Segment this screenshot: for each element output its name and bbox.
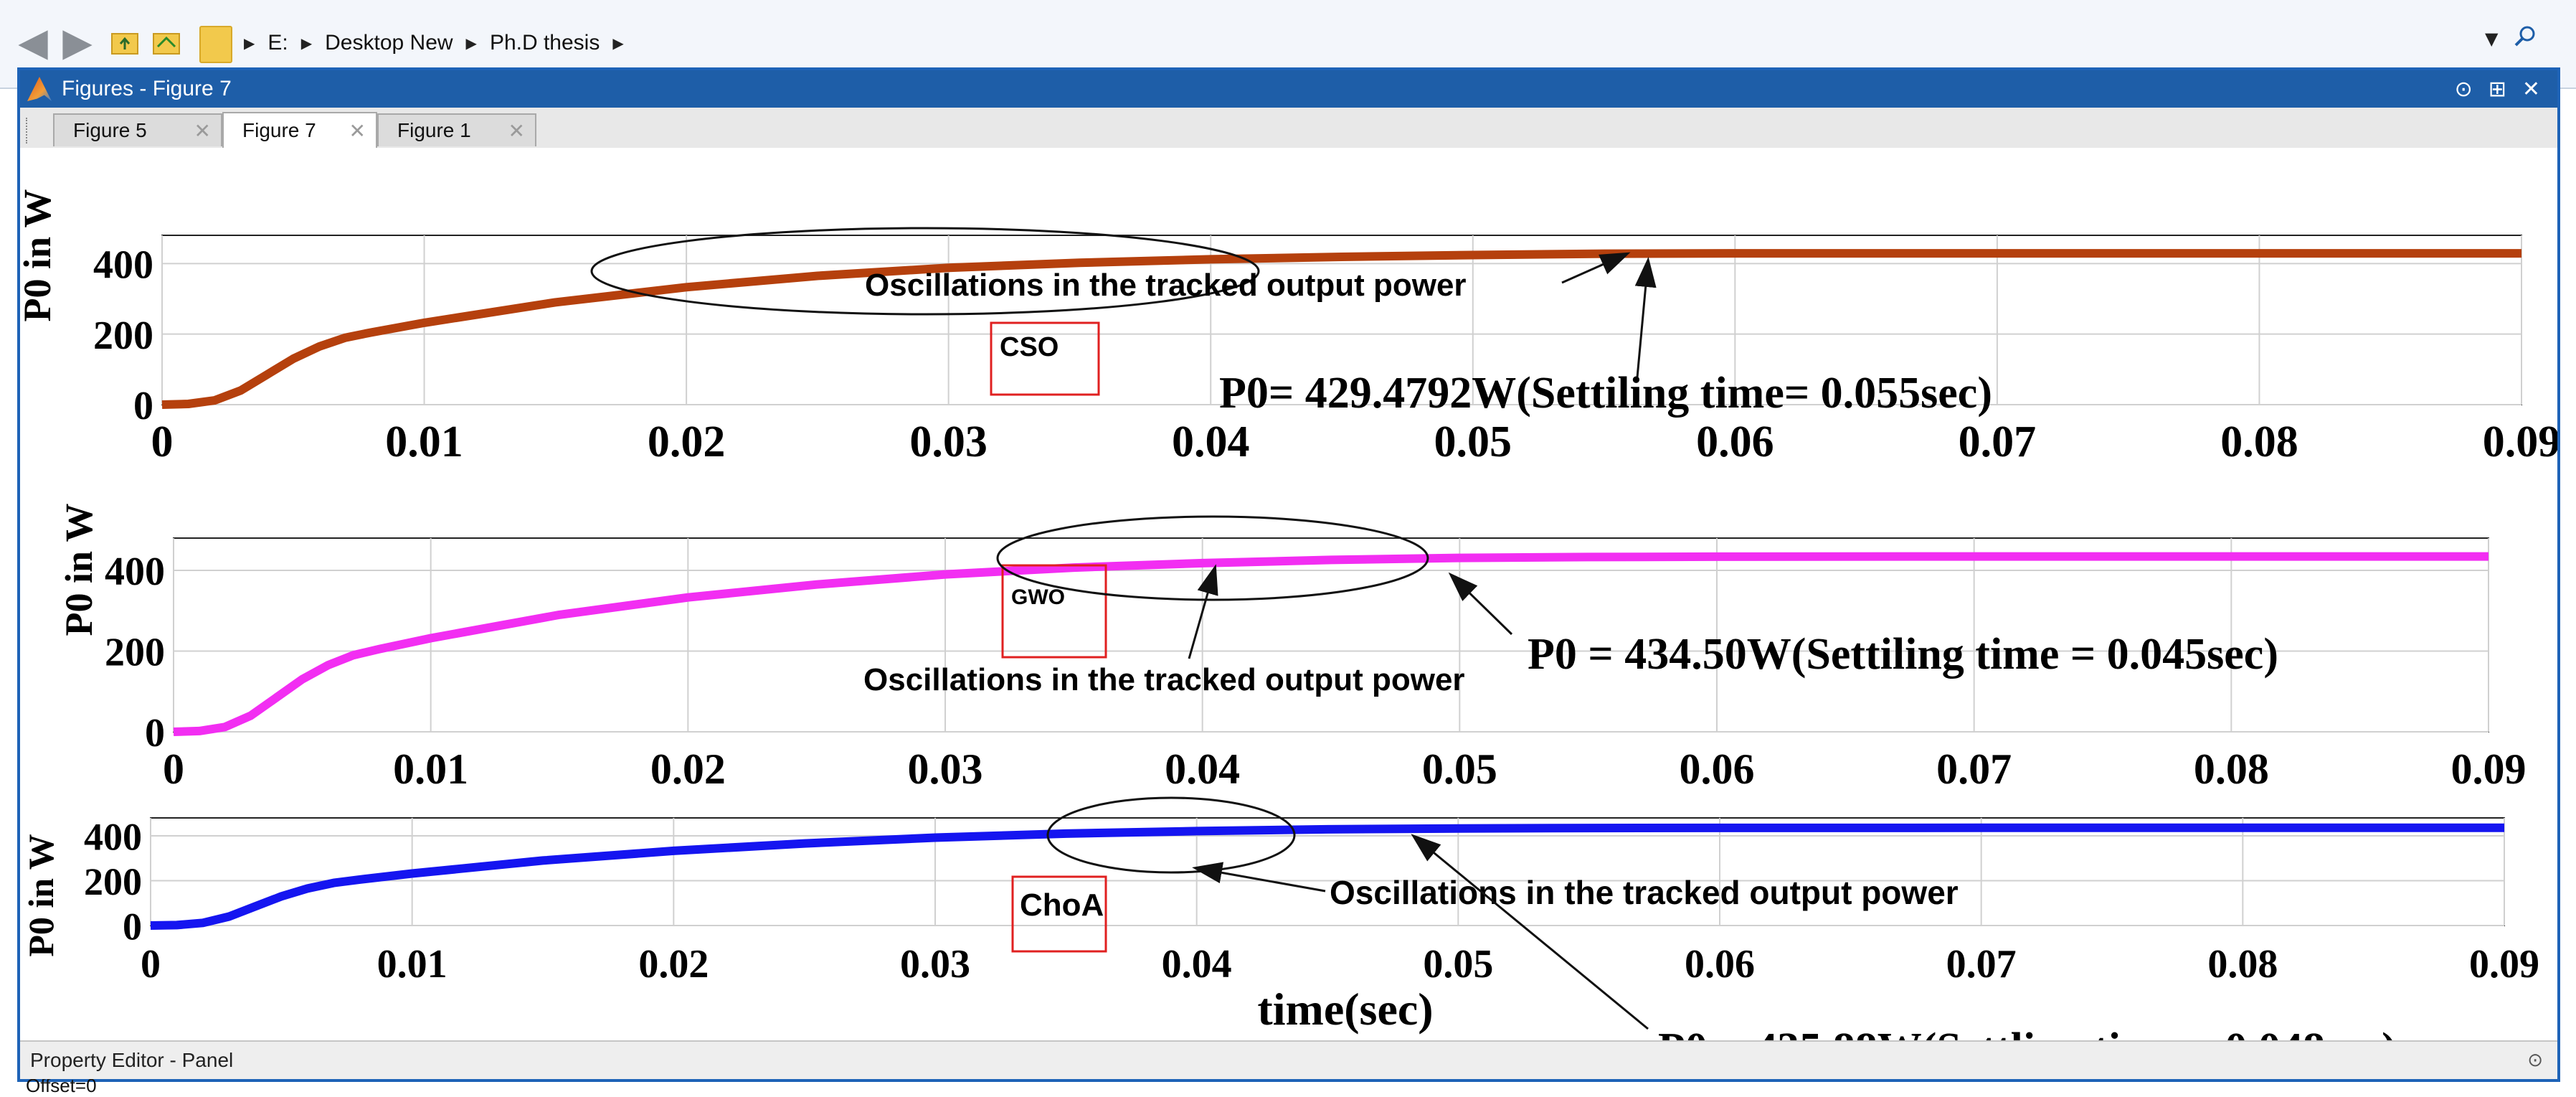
series-label-choa: ChoA (1020, 888, 1104, 923)
figure-tabs: Figure 5 ✕ Figure 7 ✕ Figure 1 ✕ (20, 108, 2557, 149)
close-tab-icon[interactable]: ✕ (508, 119, 525, 143)
close-tab-icon[interactable]: ✕ (349, 119, 366, 143)
y-axis-label: P0 in W (57, 503, 100, 636)
x-tick-label: 0.08 (2220, 418, 2298, 466)
tab-label: Figure 7 (242, 119, 316, 142)
tab-label: Figure 5 (73, 119, 147, 142)
x-tick-label: 0.04 (1172, 418, 1250, 466)
browse-folder-icon[interactable] (149, 20, 184, 63)
annotation-result: P0 = 434.50W(Settiling time = 0.045sec) (1528, 630, 2278, 679)
x-tick-label: 0.01 (393, 745, 468, 793)
tab-label: Figure 1 (397, 119, 471, 142)
y-axis-label: P0 in W (21, 834, 61, 956)
y-tick-label: 200 (105, 631, 165, 675)
x-tick-label: 0.05 (1434, 418, 1512, 466)
breadcrumb: ▶ E: ▶ Desktop New ▶ Ph.D thesis ▶ (244, 22, 624, 65)
up-folder-icon[interactable] (108, 20, 142, 63)
expand-panel-icon[interactable]: ⊙ (2527, 1050, 2543, 1071)
series-label-cso: CSO (1000, 332, 1059, 362)
breadcrumb-item-desktop[interactable]: Desktop New (325, 31, 453, 55)
y-axis-label: P0 in W (20, 189, 59, 321)
close-tab-icon[interactable]: ✕ (194, 119, 211, 143)
x-tick-label: 0.06 (1685, 942, 1755, 987)
status-text: Property Editor - Panel (30, 1049, 2527, 1072)
annotation-oscillation: Oscillations in the tracked output power (1330, 874, 1959, 911)
annotation-oscillation: Oscillations in the tracked output power (863, 662, 1465, 697)
x-tick-label: 0.07 (1936, 745, 2012, 793)
x-tick-label: 0.07 (1946, 942, 2017, 987)
chevron-right-icon: ▶ (301, 34, 312, 52)
y-tick-label: 0 (145, 711, 165, 755)
folder-icon (199, 26, 232, 63)
x-tick-label: 0.01 (385, 418, 463, 466)
tab-figure-7[interactable]: Figure 7 ✕ (222, 112, 377, 148)
x-tick-label: 0.01 (377, 942, 448, 987)
chevron-right-icon: ▶ (612, 34, 623, 52)
x-tick-label: 0.02 (650, 745, 726, 793)
annotation-oscillation: Oscillations in the tracked output power (865, 268, 1467, 303)
tab-grip-icon (26, 118, 32, 143)
breadcrumb-item-thesis[interactable]: Ph.D thesis (490, 31, 600, 55)
forward-arrow-icon[interactable]: ▶ (60, 20, 95, 63)
menu-icon[interactable]: ⊙ (2455, 77, 2473, 102)
y-tick-label: 200 (93, 314, 153, 358)
x-tick-label: 0 (151, 418, 174, 466)
annotation-result: P0= 429.4792W(Settiling time= 0.055sec) (1219, 369, 1992, 418)
x-axis-label: time(sec) (1257, 984, 1433, 1035)
y-tick-label: 200 (84, 860, 142, 903)
x-tick-label: 0.05 (1422, 745, 1497, 793)
y-tick-label: 400 (84, 815, 142, 858)
x-tick-label: 0.07 (1959, 418, 2037, 466)
back-arrow-icon[interactable]: ◀ (16, 20, 50, 63)
x-tick-label: 0.09 (2469, 942, 2539, 987)
x-tick-label: 0.06 (1696, 418, 1774, 466)
chevron-right-icon: ▶ (466, 34, 477, 52)
subplot-cso: 0 0.01 0.02 0.03 0.04 0.05 0.06 0.07 0.08 0.09 0 20… (20, 189, 2557, 466)
property-editor-bar[interactable]: Property Editor - Panel ⊙ (20, 1040, 2557, 1079)
x-tick-label: 0.04 (1165, 745, 1240, 793)
tab-figure-5[interactable]: Figure 5 ✕ (53, 113, 222, 146)
subplot-gwo: 0 0.01 0.02 0.03 0.04 0.05 0.06 0.07 0.08 0.09 0 20… (57, 503, 2527, 793)
x-tick-label: 0.09 (2483, 418, 2557, 466)
x-tick-label: 0.04 (1162, 942, 1232, 987)
x-tick-label: 0.02 (638, 942, 709, 987)
x-tick-label: 0.02 (648, 418, 726, 466)
y-tick-label: 0 (123, 905, 142, 948)
x-tick-label: 0.03 (909, 418, 988, 466)
dock-icon[interactable]: ⊞ (2489, 77, 2506, 102)
figures-window: Figures - Figure 7 ⊙ ⊞ ✕ Figure 5 ✕ Figu… (17, 67, 2560, 1082)
x-tick-label: 0.03 (908, 745, 983, 793)
y-tick-label: 400 (105, 550, 165, 594)
chevron-right-icon: ▶ (244, 34, 255, 52)
x-tick-label: 0.08 (2194, 745, 2269, 793)
window-title: Figures - Figure 7 (62, 77, 2455, 101)
x-tick-label: 0.06 (1680, 745, 1755, 793)
series-label-gwo: GWO (1011, 585, 1065, 609)
x-tick-label: 0 (141, 942, 161, 987)
chevron-down-icon[interactable]: ▼ (2485, 29, 2498, 49)
plot-frame (151, 818, 2504, 926)
tab-figure-1[interactable]: Figure 1 ✕ (377, 113, 536, 146)
x-tick-label: 0.05 (1423, 942, 1493, 987)
x-tick-label: 0.08 (2207, 942, 2278, 987)
x-tick-label: 0 (163, 745, 184, 793)
close-icon[interactable]: ✕ (2522, 77, 2540, 102)
search-icon[interactable] (2514, 24, 2537, 47)
matlab-icon (27, 77, 52, 101)
breadcrumb-item-drive[interactable]: E: (267, 31, 288, 55)
y-tick-label: 0 (133, 384, 153, 428)
x-tick-label: 0.09 (2451, 745, 2527, 793)
x-tick-label: 0.03 (900, 942, 970, 987)
y-tick-label: 400 (93, 243, 153, 287)
window-titlebar: Figures - Figure 7 ⊙ ⊞ ✕ (20, 70, 2557, 108)
